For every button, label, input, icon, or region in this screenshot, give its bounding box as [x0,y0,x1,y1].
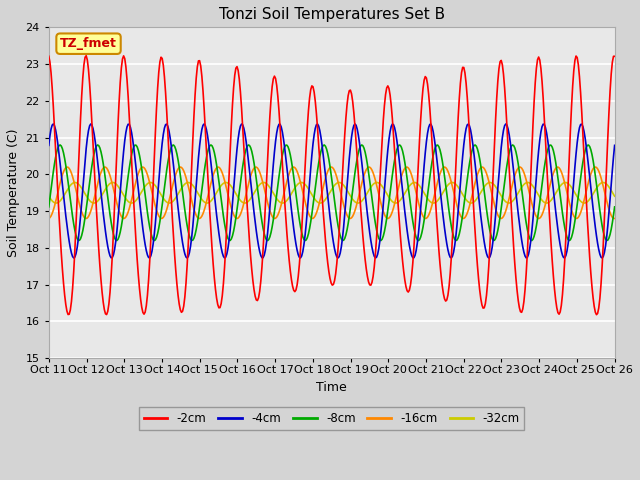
-8cm [565,238,573,243]
-32cm [600,180,607,185]
-8cm [352,162,360,168]
-16cm [600,183,607,189]
Line: -2cm: -2cm [49,56,614,315]
-2cm [611,53,618,59]
-16cm [45,216,52,221]
-2cm [45,53,52,59]
-2cm [383,85,390,91]
Title: Tonzi Soil Temperatures Set B: Tonzi Soil Temperatures Set B [219,7,445,22]
-4cm [314,121,321,127]
-16cm [351,208,359,214]
-16cm [317,194,324,200]
-4cm [353,126,361,132]
-2cm [510,245,518,251]
-32cm [611,193,618,199]
-8cm [510,143,518,148]
-4cm [334,255,342,261]
-16cm [314,207,321,213]
-32cm [45,193,52,199]
-8cm [600,229,607,235]
Line: -8cm: -8cm [49,145,614,240]
-16cm [384,216,392,221]
Line: -4cm: -4cm [49,124,614,258]
-2cm [352,139,360,144]
-4cm [611,143,618,148]
-4cm [511,180,518,186]
-32cm [317,200,324,206]
X-axis label: Time: Time [316,381,347,394]
-16cm [591,164,599,170]
-4cm [384,147,392,153]
-2cm [593,312,600,318]
Text: TZ_fmet: TZ_fmet [60,37,117,50]
Legend: -2cm, -4cm, -8cm, -16cm, -32cm: -2cm, -4cm, -8cm, -16cm, -32cm [139,407,524,430]
-8cm [611,204,618,210]
-32cm [543,200,550,206]
-4cm [45,143,52,148]
-16cm [381,214,389,219]
-2cm [318,193,326,199]
-32cm [510,197,518,203]
-8cm [318,145,326,151]
-2cm [600,241,607,247]
-32cm [383,191,390,196]
-8cm [315,160,323,166]
-2cm [83,53,90,59]
-16cm [510,177,518,182]
-32cm [314,199,321,205]
-32cm [352,200,360,205]
-16cm [611,216,618,221]
Line: -16cm: -16cm [49,167,614,218]
-8cm [383,216,390,221]
-4cm [600,253,607,259]
Y-axis label: Soil Temperature (C): Soil Temperature (C) [7,129,20,257]
-2cm [315,142,323,147]
-8cm [207,142,215,148]
Line: -32cm: -32cm [49,182,614,203]
-4cm [317,134,324,140]
-32cm [335,180,343,185]
-4cm [351,121,359,127]
-8cm [45,204,52,210]
